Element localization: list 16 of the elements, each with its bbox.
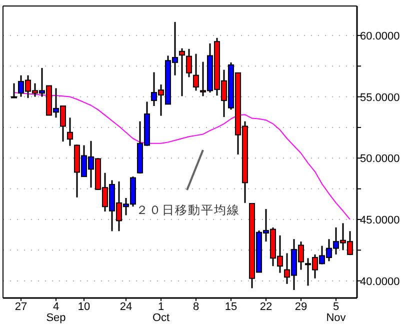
x-tick-label: 10 <box>78 301 90 313</box>
x-tick-label: 27 <box>14 301 28 313</box>
x-tick-label: 24 <box>120 301 132 313</box>
x-tick-label: 1 Oct <box>152 301 170 324</box>
x-tick-label: 15 <box>224 301 238 313</box>
y-tick-label: 55.0000 <box>360 92 400 104</box>
y-tick-label: 40.0000 <box>360 276 400 288</box>
y-tick-label: 60.0000 <box>360 30 400 42</box>
x-tick-label: 8 <box>192 301 200 313</box>
x-tick-label: 22 <box>260 301 272 313</box>
y-tick-label: 50.0000 <box>360 153 400 166</box>
annotation: ２０日移動平均線 <box>136 203 240 217</box>
y-tick-label: 45.0000 <box>360 214 400 226</box>
x-tick-label: 29 <box>294 301 308 313</box>
x-tick-label: 4 Sep <box>46 301 66 324</box>
x-tick-label: 5 Nov <box>326 301 346 324</box>
